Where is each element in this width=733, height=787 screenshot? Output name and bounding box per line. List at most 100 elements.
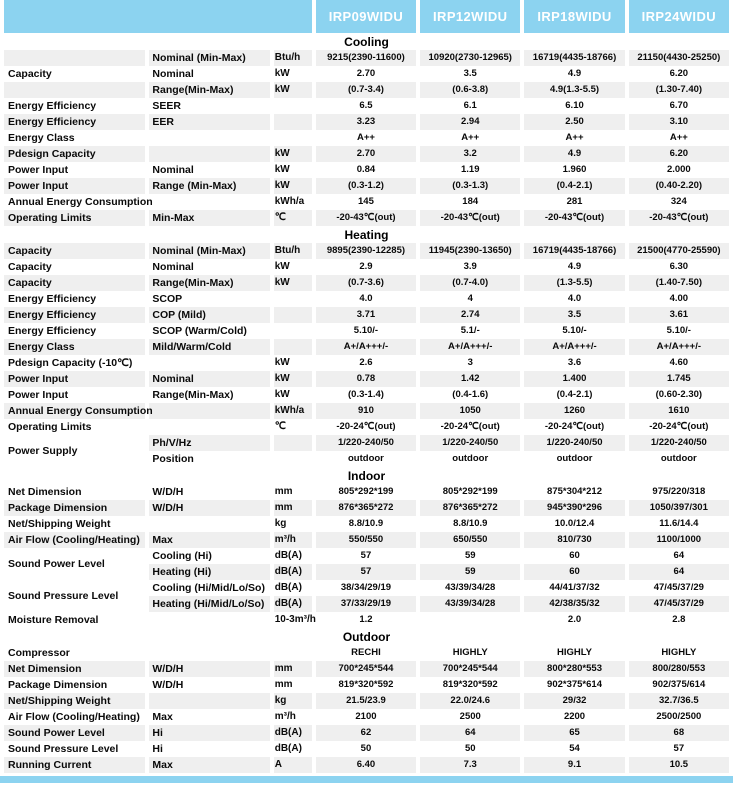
cell-value: 2.9 xyxy=(359,261,373,273)
row-unit xyxy=(274,323,312,339)
row-label: Running Current xyxy=(4,757,146,773)
cell-value: 902/375/614 xyxy=(652,679,706,691)
cell-value: 2.000 xyxy=(666,164,691,176)
table-row: Net Dimension W/D/H mm 700*245*544 700*245*5… xyxy=(4,661,729,677)
row-sublabel: Cooling (Hi/Mid/Lo/So) xyxy=(152,581,265,594)
cell-value: 876*365*272 xyxy=(420,500,521,516)
table-row: Position outdoor outdoor outdoor outdoor xyxy=(4,451,729,467)
row-label xyxy=(4,50,146,66)
row-label: Sound Pressure Level xyxy=(4,580,146,612)
cell-value: 47/45/37/29 xyxy=(653,582,704,594)
cell-value: 4.0 xyxy=(359,293,373,305)
cell-value: 6.30 xyxy=(669,261,689,273)
cell-value: 11945(2390-13650) xyxy=(420,243,521,259)
row-sublabel: Heating (Hi/Mid/Lo/So) xyxy=(149,596,270,612)
row-sublabel: Nominal xyxy=(152,163,194,176)
cell-value: 50 xyxy=(464,743,476,755)
cell-value: (0.3-1.2) xyxy=(315,178,417,194)
table-row: Heating (Hi) dB(A) 57 59 60 64 xyxy=(4,564,729,580)
cell-value: 805*292*199 xyxy=(338,486,394,498)
row-unit xyxy=(273,114,312,130)
row-label: Pdesign Capacity xyxy=(4,146,146,162)
row-unit: dB(A) xyxy=(274,550,302,561)
row-sublabel xyxy=(149,612,269,628)
row-label: Energy Class xyxy=(4,339,146,355)
cell-value: A+/A+++/- xyxy=(524,339,625,355)
row-sublabel: Heating (Hi) xyxy=(149,564,270,580)
cell-value: 910 xyxy=(315,403,417,419)
row-unit: dB(A) xyxy=(273,596,312,612)
row-label: Net Dimension xyxy=(4,661,146,677)
section-title-indoor: Indoor xyxy=(4,467,729,484)
cell-value: 5.10/- xyxy=(666,325,691,337)
spec-table-body: IRP09WIDU IRP12WIDU IRP18WIDU IRP24WIDU Cool… xyxy=(4,0,729,773)
row-label: Pdesign Capacity (-10℃) xyxy=(8,356,133,369)
row-sublabel: COP (Mild) xyxy=(149,307,270,323)
row-label: Sound Power Level xyxy=(4,548,146,580)
cell-value: 9895(2390-12285) xyxy=(315,243,417,259)
table-row: Energy Efficiency SEER 6.5 6.1 6.10 6.70 xyxy=(4,98,729,114)
row-unit: m³/h xyxy=(274,711,296,722)
cell-value: 819*320*592 xyxy=(442,679,498,691)
row-unit: m³/h xyxy=(273,532,312,548)
row-unit: kW xyxy=(273,82,312,98)
cell-value: -20-24℃(out) xyxy=(544,421,605,433)
row-label: Annual Energy Consumption xyxy=(4,403,153,419)
cell-value: 1.400 xyxy=(524,371,625,387)
table-row: Annual Energy Consumption kWh/a 145 184 281 3… xyxy=(4,194,729,210)
table-row: Sound Power Level Hi dB(A) 62 64 65 68 xyxy=(4,725,729,741)
cell-value: 65 xyxy=(524,725,625,741)
table-row: Energy Efficiency EER 3.23 2.94 2.50 3.10 xyxy=(4,114,729,130)
row-label: Compressor xyxy=(8,646,70,659)
cell-value: A++ xyxy=(461,132,480,144)
cell-value: 2.6 xyxy=(359,357,373,369)
table-row: Heating (Hi/Mid/Lo/So) dB(A) 37/33/29/19 43… xyxy=(4,596,729,612)
cell-value: 1610 xyxy=(628,403,729,419)
row-sublabel: EER xyxy=(149,114,270,130)
cell-value: 550/550 xyxy=(315,532,417,548)
cell-value: outdoor xyxy=(348,453,384,465)
row-unit: A xyxy=(273,757,312,773)
row-unit: kW xyxy=(274,357,290,368)
cell-value: 64 xyxy=(673,550,685,562)
cell-value: (0.7-3.4) xyxy=(315,82,417,98)
cell-value: 1/220-240/50 xyxy=(524,435,625,451)
row-unit xyxy=(274,645,312,661)
model-header-irp12widu: IRP12WIDU xyxy=(420,0,521,33)
cell-value xyxy=(420,612,520,628)
table-row: Package Dimension W/D/H mm 819*320*592 819*3… xyxy=(4,677,729,693)
model-header-irp09widu: IRP09WIDU xyxy=(315,0,417,33)
cell-value: 4.9(1.3-5.5) xyxy=(524,82,625,98)
cell-value: 876*365*272 xyxy=(315,500,417,516)
row-label: Energy Efficiency xyxy=(8,99,97,112)
cell-value: (0.6-3.8) xyxy=(420,82,521,98)
cell-value: A+/A+++/- xyxy=(315,339,417,355)
cell-value: A++ xyxy=(669,132,688,144)
cell-value: 1050/397/301 xyxy=(628,500,729,516)
cell-value: 37/33/29/19 xyxy=(315,596,417,612)
row-sublabel xyxy=(149,419,269,435)
cell-value: 44/41/37/32 xyxy=(549,582,600,594)
row-sublabel xyxy=(149,693,270,709)
cell-value: 1.2 xyxy=(359,614,373,626)
cell-value: 3.5 xyxy=(463,68,477,80)
cell-value: 6.10 xyxy=(565,100,584,112)
cell-value: (0.4-2.1) xyxy=(524,178,625,194)
row-label: Power Input xyxy=(4,178,146,194)
row-unit xyxy=(274,130,312,146)
row-sublabel: W/D/H xyxy=(149,500,270,516)
row-label: Energy Efficiency xyxy=(8,292,97,305)
row-sublabel: Hi xyxy=(149,725,270,741)
cell-value: 10.5 xyxy=(628,757,729,773)
cell-value: 2.8 xyxy=(672,614,686,626)
table-row: Running Current Max A 6.40 7.3 9.1 10.5 xyxy=(4,757,729,773)
cell-value: 3.2 xyxy=(420,146,521,162)
row-label: Power Input xyxy=(4,371,146,387)
cell-value: 184 xyxy=(462,196,479,208)
row-label: Energy Efficiency xyxy=(4,114,146,130)
cell-value: 16719(4435-18766) xyxy=(524,243,625,259)
row-unit: mm xyxy=(273,500,312,516)
table-row: Energy Class Mild/Warm/Cold A+/A+++/- A+/A+… xyxy=(4,339,729,355)
table-row: Net Dimension W/D/H mm 805*292*199 805*292*1… xyxy=(4,484,729,500)
cell-value: -20-43℃(out) xyxy=(420,210,521,226)
